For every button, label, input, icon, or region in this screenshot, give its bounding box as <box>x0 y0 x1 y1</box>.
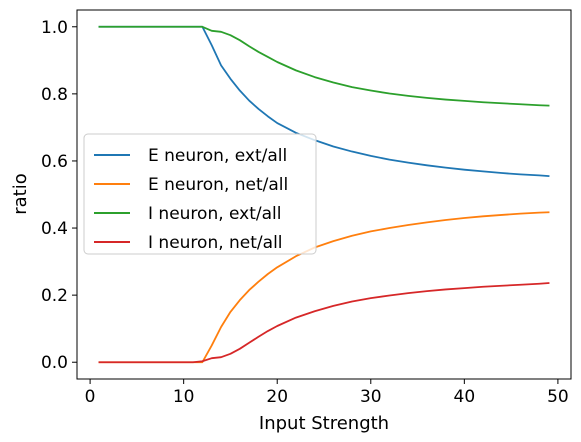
y-tick-label: 0.4 <box>41 219 68 239</box>
x-tick-label: 40 <box>454 387 476 407</box>
y-tick-label: 0.0 <box>41 353 68 373</box>
legend: E neuron, ext/all E neuron, net/all I neur… <box>83 133 317 255</box>
x-tick-label: 10 <box>173 387 195 407</box>
legend-box <box>83 133 317 255</box>
legend-label-2: E neuron, net/all <box>148 175 288 195</box>
series-line-3 <box>98 25 550 107</box>
y-tick-label: 0.6 <box>41 152 68 172</box>
series-line-4 <box>98 282 550 364</box>
ticks-layer: 0 10 20 30 40 50 0.0 0.2 0.4 0.6 0.8 1.0 <box>41 18 569 407</box>
y-tick-label: 0.2 <box>41 286 68 306</box>
x-axis-label: Input Strength <box>259 413 389 434</box>
axes-frame <box>76 9 572 380</box>
y-tick-label: 1.0 <box>41 18 68 38</box>
x-tick-label: 0 <box>85 387 96 407</box>
legend-label-3: I neuron, ext/all <box>148 204 282 224</box>
y-axis-label: ratio <box>10 173 31 215</box>
legend-label-1: E neuron, ext/all <box>148 146 287 166</box>
legend-label-4: I neuron, net/all <box>148 233 283 253</box>
y-tick-label: 0.8 <box>41 85 68 105</box>
x-tick-label: 50 <box>547 387 569 407</box>
x-tick-label: 20 <box>266 387 288 407</box>
x-tick-label: 30 <box>360 387 382 407</box>
